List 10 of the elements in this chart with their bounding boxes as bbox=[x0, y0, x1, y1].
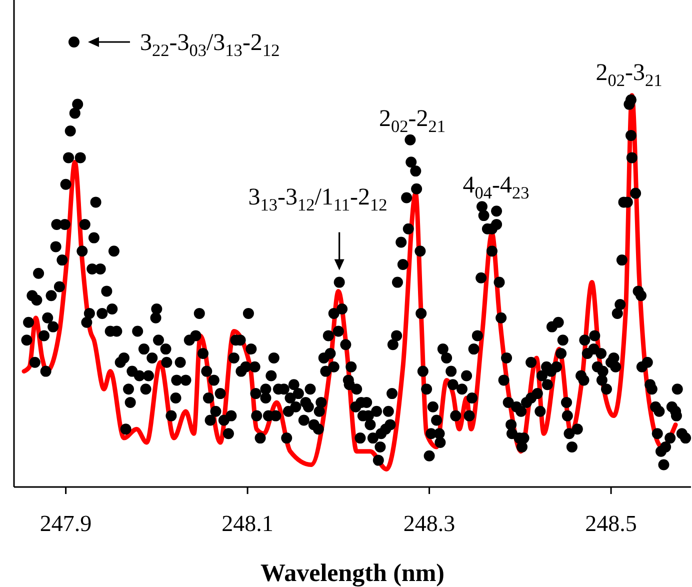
x-tick-label: 248.5 bbox=[585, 511, 637, 536]
x-axis-title: Wavelength (nm) bbox=[260, 560, 445, 587]
x-tick-label: 248.1 bbox=[222, 511, 274, 536]
annotation: 2$_{02}$-2$_{21}$ bbox=[378, 106, 446, 136]
annotation: 3$_{22}$-3$_{03}$/3$_{13}$-2$_{12}$ bbox=[140, 30, 280, 60]
annotation: 2$_{02}$-3$_{21}$ bbox=[596, 60, 662, 90]
x-tick-label: 248.3 bbox=[403, 511, 456, 536]
annotation: 4$_{04}$-4$_{23}$ bbox=[462, 172, 530, 203]
annotation: 3$_{13}$-3$_{12}$/1$_{11}$-2$_{12}$ bbox=[248, 184, 388, 214]
x-tick-label: 247.9 bbox=[40, 511, 92, 536]
